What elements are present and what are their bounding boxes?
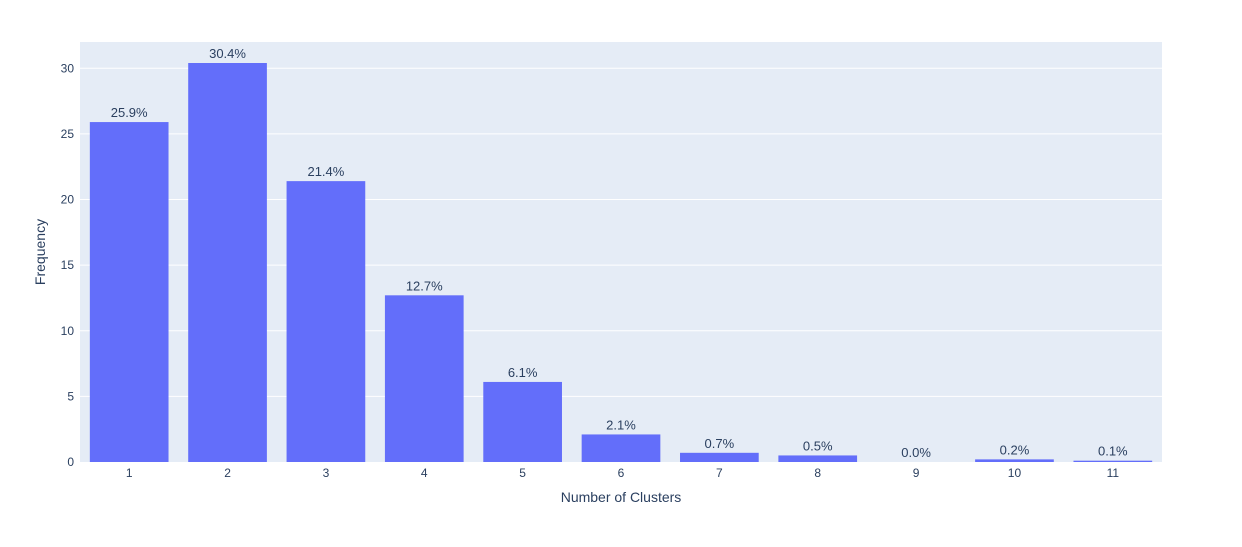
y-axis-title: Frequency <box>32 219 48 285</box>
x-tick-label: 4 <box>421 466 428 480</box>
bar-3 <box>286 181 366 462</box>
bar-6 <box>581 434 661 462</box>
data-label-11: 0.1% <box>1098 444 1128 459</box>
x-axis-ticks: 1 2 3 4 5 6 7 8 9 10 11 <box>126 466 1120 480</box>
bars <box>89 63 1153 462</box>
y-tick-label: 25 <box>61 127 75 141</box>
data-label-6: 2.1% <box>606 417 636 432</box>
data-label-5: 6.1% <box>508 365 538 380</box>
y-tick-label: 0 <box>67 455 74 469</box>
bar-11 <box>1073 460 1153 462</box>
bar-5 <box>483 381 562 462</box>
x-tick-label: 11 <box>1107 466 1120 480</box>
bar-2 <box>188 63 267 462</box>
y-tick-label: 20 <box>61 193 75 207</box>
data-label-4: 12.7% <box>406 278 443 293</box>
data-label-9: 0.0% <box>901 445 931 460</box>
x-tick-label: 3 <box>323 466 330 480</box>
x-tick-label: 10 <box>1008 466 1022 480</box>
bar-7 <box>680 452 759 462</box>
y-tick-label: 30 <box>61 61 75 75</box>
bar-1 <box>89 122 169 462</box>
x-tick-label: 9 <box>913 466 920 480</box>
bar-8 <box>778 455 858 462</box>
y-tick-label: 5 <box>67 389 74 403</box>
data-label-3: 21.4% <box>307 164 344 179</box>
x-tick-label: 2 <box>224 466 231 480</box>
data-label-10: 0.2% <box>1000 442 1030 457</box>
y-axis-ticks: 0 5 10 15 20 25 30 <box>61 61 75 469</box>
data-label-1: 25.9% <box>111 105 148 120</box>
y-tick-label: 10 <box>61 324 75 338</box>
x-axis-title: Number of Clusters <box>561 489 682 505</box>
x-tick-label: 5 <box>519 466 526 480</box>
bar-4 <box>384 295 464 462</box>
x-tick-label: 1 <box>126 466 133 480</box>
y-tick-label: 15 <box>61 258 75 272</box>
x-tick-label: 7 <box>716 466 723 480</box>
data-label-7: 0.7% <box>705 436 735 451</box>
data-label-2: 30.4% <box>209 46 246 61</box>
data-labels: 25.9% 30.4% 21.4% 12.7% 6.1% 2.1% 0.7% 0.5% 0.0%… <box>111 46 1128 460</box>
data-label-8: 0.5% <box>803 438 833 453</box>
x-tick-label: 8 <box>814 466 821 480</box>
bar-10 <box>975 459 1054 462</box>
x-tick-label: 6 <box>618 466 625 480</box>
